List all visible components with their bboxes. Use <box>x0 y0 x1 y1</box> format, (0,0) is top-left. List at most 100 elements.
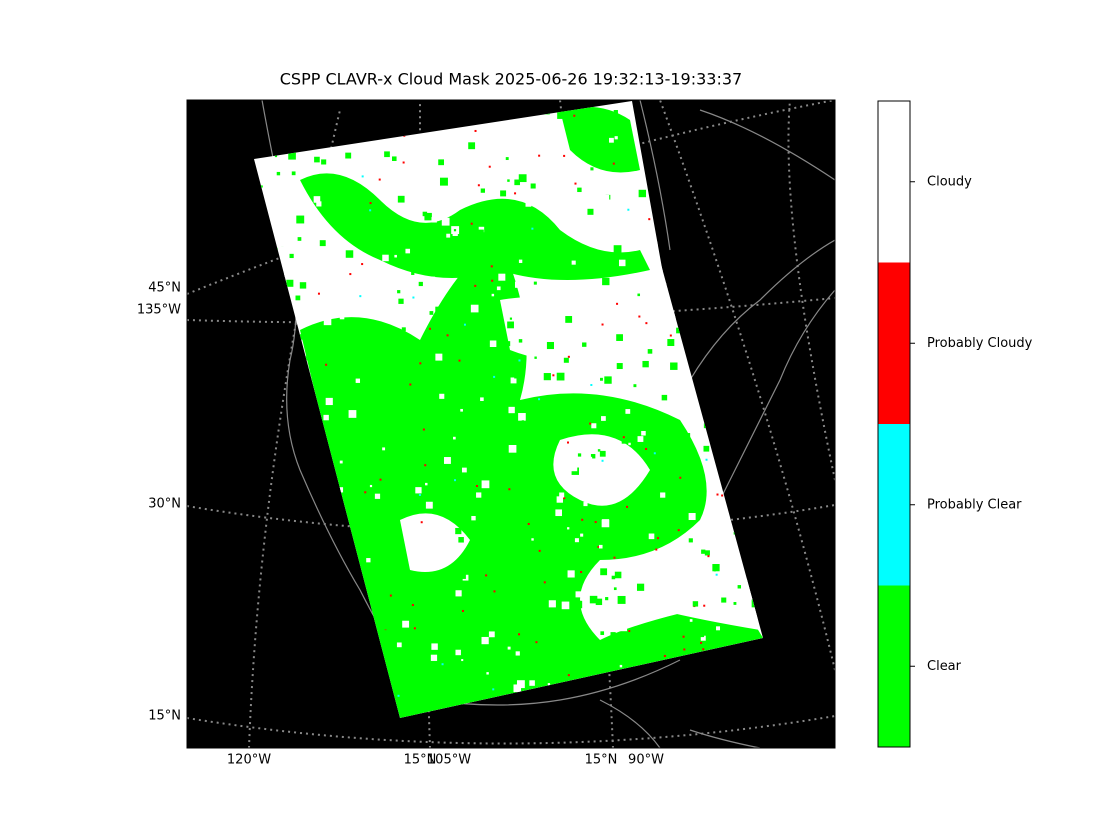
speckle <box>518 413 526 421</box>
speckle <box>276 171 281 176</box>
speckle <box>737 585 742 589</box>
speckle <box>453 657 458 663</box>
speckle <box>475 473 479 477</box>
speckle <box>411 604 414 607</box>
cloudy-region <box>553 434 650 506</box>
speckle <box>616 363 623 370</box>
speckle <box>465 282 469 285</box>
speckle <box>601 563 607 569</box>
speckle <box>437 315 443 322</box>
speckle <box>359 361 362 364</box>
speckle <box>542 670 550 678</box>
speckle <box>721 597 727 603</box>
speckle <box>711 576 718 582</box>
speckle <box>561 601 570 610</box>
speckle <box>574 585 580 592</box>
speckle <box>567 355 570 358</box>
speckle <box>485 574 488 577</box>
speckle <box>480 188 485 193</box>
speckle <box>598 413 602 417</box>
speckle <box>425 482 428 486</box>
speckle <box>567 441 570 444</box>
speckle <box>677 529 680 532</box>
speckle <box>397 694 400 697</box>
speckle <box>508 488 511 491</box>
speckle <box>552 640 558 646</box>
speckle <box>468 142 476 150</box>
speckle <box>627 309 632 314</box>
lat-label: 15°N <box>148 709 181 724</box>
speckle <box>422 428 425 431</box>
speckle <box>441 663 444 666</box>
lon-label: 15°N <box>404 753 437 768</box>
speckle <box>493 375 496 378</box>
speckle <box>375 557 382 564</box>
speckle <box>518 339 523 343</box>
speckle <box>700 641 703 644</box>
speckle <box>682 635 685 638</box>
speckle <box>647 349 653 354</box>
speckle <box>422 211 428 217</box>
speckle <box>614 136 618 140</box>
speckle <box>486 672 489 675</box>
speckle <box>630 595 638 603</box>
speckle <box>417 426 421 429</box>
speckle <box>341 366 345 370</box>
speckle <box>514 375 517 379</box>
speckle <box>339 314 345 320</box>
speckle <box>611 575 616 580</box>
speckle <box>531 227 534 230</box>
speckle <box>322 199 328 205</box>
colorbar-label: Probably Cloudy <box>927 336 1033 351</box>
speckle <box>493 590 496 593</box>
speckle <box>613 587 617 591</box>
speckle <box>323 317 332 326</box>
speckle <box>570 464 578 472</box>
speckle <box>460 573 466 579</box>
speckle <box>500 190 507 197</box>
speckle <box>577 453 582 457</box>
speckle <box>590 167 594 171</box>
speckle <box>402 620 410 628</box>
speckle <box>589 422 592 425</box>
speckle <box>421 602 424 605</box>
speckle <box>705 458 708 461</box>
speckle <box>431 643 438 650</box>
colorbar: Cloudy Probably Cloudy Probably Clear Clear <box>877 100 1033 748</box>
speckle <box>722 579 727 584</box>
speckle <box>546 341 554 350</box>
speckle <box>595 598 603 606</box>
speckle <box>278 246 286 253</box>
speckle <box>413 138 420 145</box>
speckle <box>530 183 536 189</box>
speckle <box>553 649 557 653</box>
speckle <box>316 201 322 207</box>
speckle <box>574 538 579 543</box>
speckle <box>357 530 362 535</box>
speckle <box>575 600 581 606</box>
speckle <box>645 447 648 450</box>
speckle <box>381 377 384 380</box>
speckle <box>337 197 345 205</box>
speckle <box>671 311 679 319</box>
speckle <box>583 502 588 507</box>
speckle <box>688 513 696 521</box>
speckle <box>394 254 397 258</box>
speckle <box>585 456 593 464</box>
speckle <box>474 284 477 287</box>
speckle <box>497 666 502 671</box>
speckle <box>488 466 497 475</box>
speckle <box>614 571 622 579</box>
speckle <box>396 191 400 195</box>
speckle <box>704 550 710 556</box>
speckle <box>592 477 599 485</box>
speckle <box>382 254 389 262</box>
speckle <box>648 218 651 221</box>
speckle <box>325 363 328 366</box>
speckle <box>601 323 604 326</box>
speckle <box>411 271 415 275</box>
lon-label: 15°N <box>585 753 618 768</box>
speckle <box>593 116 600 122</box>
speckle <box>425 501 433 509</box>
colorbar-frame <box>877 100 911 748</box>
